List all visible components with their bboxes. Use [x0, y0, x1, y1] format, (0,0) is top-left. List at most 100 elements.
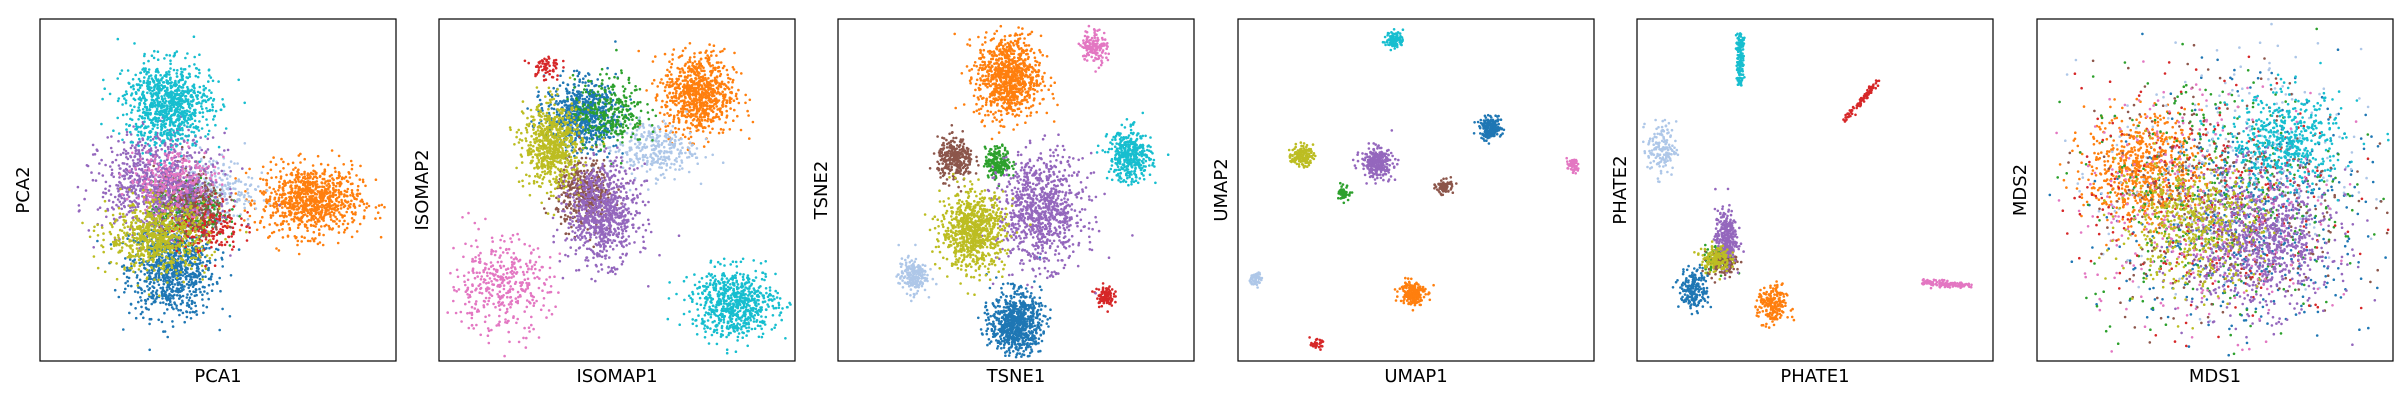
scatter-point — [146, 245, 149, 248]
scatter-point — [172, 325, 175, 328]
scatter-point — [297, 168, 300, 171]
scatter-point — [300, 205, 303, 208]
scatter-point — [171, 151, 174, 154]
scatter-point — [375, 206, 378, 209]
scatter-point — [219, 290, 222, 293]
scatter-point — [301, 199, 304, 202]
scatter-point — [323, 215, 326, 218]
scatter-point — [123, 226, 126, 229]
scatter-point — [335, 185, 338, 188]
scatter-point — [314, 193, 317, 196]
scatter-point — [150, 255, 153, 258]
scatter-point — [97, 267, 100, 270]
scatter-point — [130, 303, 133, 306]
scatter-point — [263, 210, 266, 213]
scatter-point — [186, 271, 189, 274]
scatter-point — [281, 214, 284, 217]
scatter-point — [126, 269, 129, 272]
scatter-point — [266, 202, 269, 205]
scatter-point — [157, 212, 160, 215]
scatter-point — [353, 205, 356, 208]
scatter-point — [188, 154, 191, 157]
scatter-point — [124, 288, 127, 291]
scatter-point — [154, 213, 157, 216]
scatter-point — [321, 189, 324, 192]
scatter-point — [212, 238, 215, 241]
scatter-point — [131, 236, 134, 239]
scatter-point — [221, 229, 224, 232]
scatter-point — [153, 252, 156, 255]
scatter-point — [124, 257, 127, 260]
scatter-point — [268, 223, 271, 226]
scatter-point — [209, 221, 212, 224]
scatter-point — [122, 152, 125, 155]
scatter-point — [148, 161, 151, 164]
scatter-point — [141, 137, 144, 140]
scatter-point — [128, 165, 131, 168]
scatter-point — [155, 261, 158, 264]
scatter-point — [188, 176, 191, 179]
scatter-point — [171, 219, 174, 222]
scatter-point — [306, 215, 309, 218]
scatter-point — [186, 302, 189, 305]
scatter-point — [307, 193, 310, 196]
scatter-point — [278, 249, 281, 252]
scatter-point — [218, 329, 221, 332]
scatter-point — [240, 217, 243, 220]
scatter-point — [131, 152, 134, 155]
scatter-point — [148, 225, 151, 228]
scatter-point — [110, 243, 113, 246]
scatter-point — [152, 165, 155, 168]
scatter-point — [81, 222, 84, 225]
scatter-point — [204, 275, 207, 278]
scatter-point — [335, 200, 338, 203]
scatter-point — [292, 168, 295, 171]
scatter-point — [221, 193, 224, 196]
scatter-point — [182, 218, 185, 221]
scatter-point — [243, 102, 246, 105]
scatter-point — [317, 190, 320, 193]
scatter-point — [202, 227, 205, 230]
scatter-point — [333, 207, 336, 210]
scatter-point — [342, 223, 345, 226]
scatter-point — [199, 146, 202, 149]
scatter-point — [171, 251, 174, 254]
scatter-point — [148, 68, 151, 71]
scatter-point — [153, 269, 156, 272]
scatter-point — [185, 213, 188, 216]
scatter-point — [160, 259, 163, 262]
scatter-point — [331, 228, 334, 231]
scatter-point — [274, 222, 277, 225]
scatter-point — [93, 255, 96, 258]
scatter-point — [233, 162, 236, 165]
scatter-point — [265, 184, 268, 187]
scatter-point — [183, 68, 186, 71]
scatter-point — [346, 180, 349, 183]
scatter-point — [164, 143, 167, 146]
scatter-point — [176, 294, 179, 297]
scatter-point — [181, 211, 184, 214]
scatter-point — [270, 216, 273, 219]
scatter-point — [206, 226, 209, 229]
scatter-point — [320, 225, 323, 228]
scatter-point — [221, 265, 224, 268]
scatter-point — [126, 232, 129, 235]
scatter-point — [228, 214, 231, 217]
scatter-point — [190, 278, 193, 281]
scatter-point — [168, 298, 171, 301]
scatter-point — [186, 155, 189, 158]
scatter-point — [364, 185, 367, 188]
scatter-point — [353, 219, 356, 222]
scatter-point — [155, 219, 158, 222]
scatter-point — [130, 147, 133, 150]
scatter-point — [147, 298, 150, 301]
scatter-point — [179, 242, 182, 245]
scatter-point — [119, 188, 122, 191]
scatter-point — [93, 226, 96, 229]
scatter-point — [154, 198, 157, 201]
scatter-point — [112, 241, 115, 244]
scatter-point — [136, 226, 139, 229]
scatter-point — [157, 319, 160, 322]
scatter-point — [198, 173, 201, 176]
